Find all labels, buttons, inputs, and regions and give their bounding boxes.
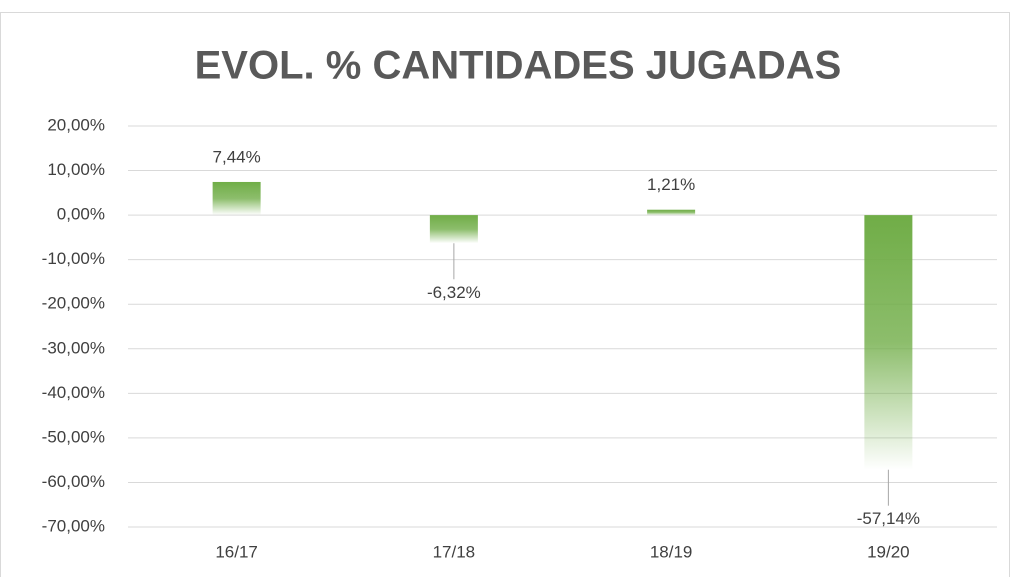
bar xyxy=(864,215,913,470)
bar xyxy=(647,209,696,216)
x-tick-label: 16/17 xyxy=(215,542,258,561)
y-tick-label: -20,00% xyxy=(42,294,105,313)
chart-border xyxy=(0,12,1010,577)
data-label: 1,21% xyxy=(647,175,695,194)
y-tick-label: -60,00% xyxy=(42,472,105,491)
y-tick-label: -70,00% xyxy=(42,516,105,535)
y-tick-label: -50,00% xyxy=(42,427,105,446)
x-tick-label: 19/20 xyxy=(867,542,910,561)
y-tick-label: 10,00% xyxy=(47,160,105,179)
data-label: -57,14% xyxy=(857,509,920,528)
bar xyxy=(429,215,478,244)
y-tick-label: 20,00% xyxy=(47,115,105,134)
y-tick-label: 0,00% xyxy=(57,205,105,224)
x-tick-label: 18/19 xyxy=(650,542,693,561)
y-tick-label: -40,00% xyxy=(42,383,105,402)
y-tick-label: -30,00% xyxy=(42,338,105,357)
y-tick-label: -10,00% xyxy=(42,249,105,268)
x-tick-label: 17/18 xyxy=(433,542,476,561)
chart-title: EVOL. % CANTIDADES JUGADAS xyxy=(195,44,842,88)
data-label: 7,44% xyxy=(213,147,261,166)
data-label: -6,32% xyxy=(427,283,481,302)
bar xyxy=(212,181,261,216)
